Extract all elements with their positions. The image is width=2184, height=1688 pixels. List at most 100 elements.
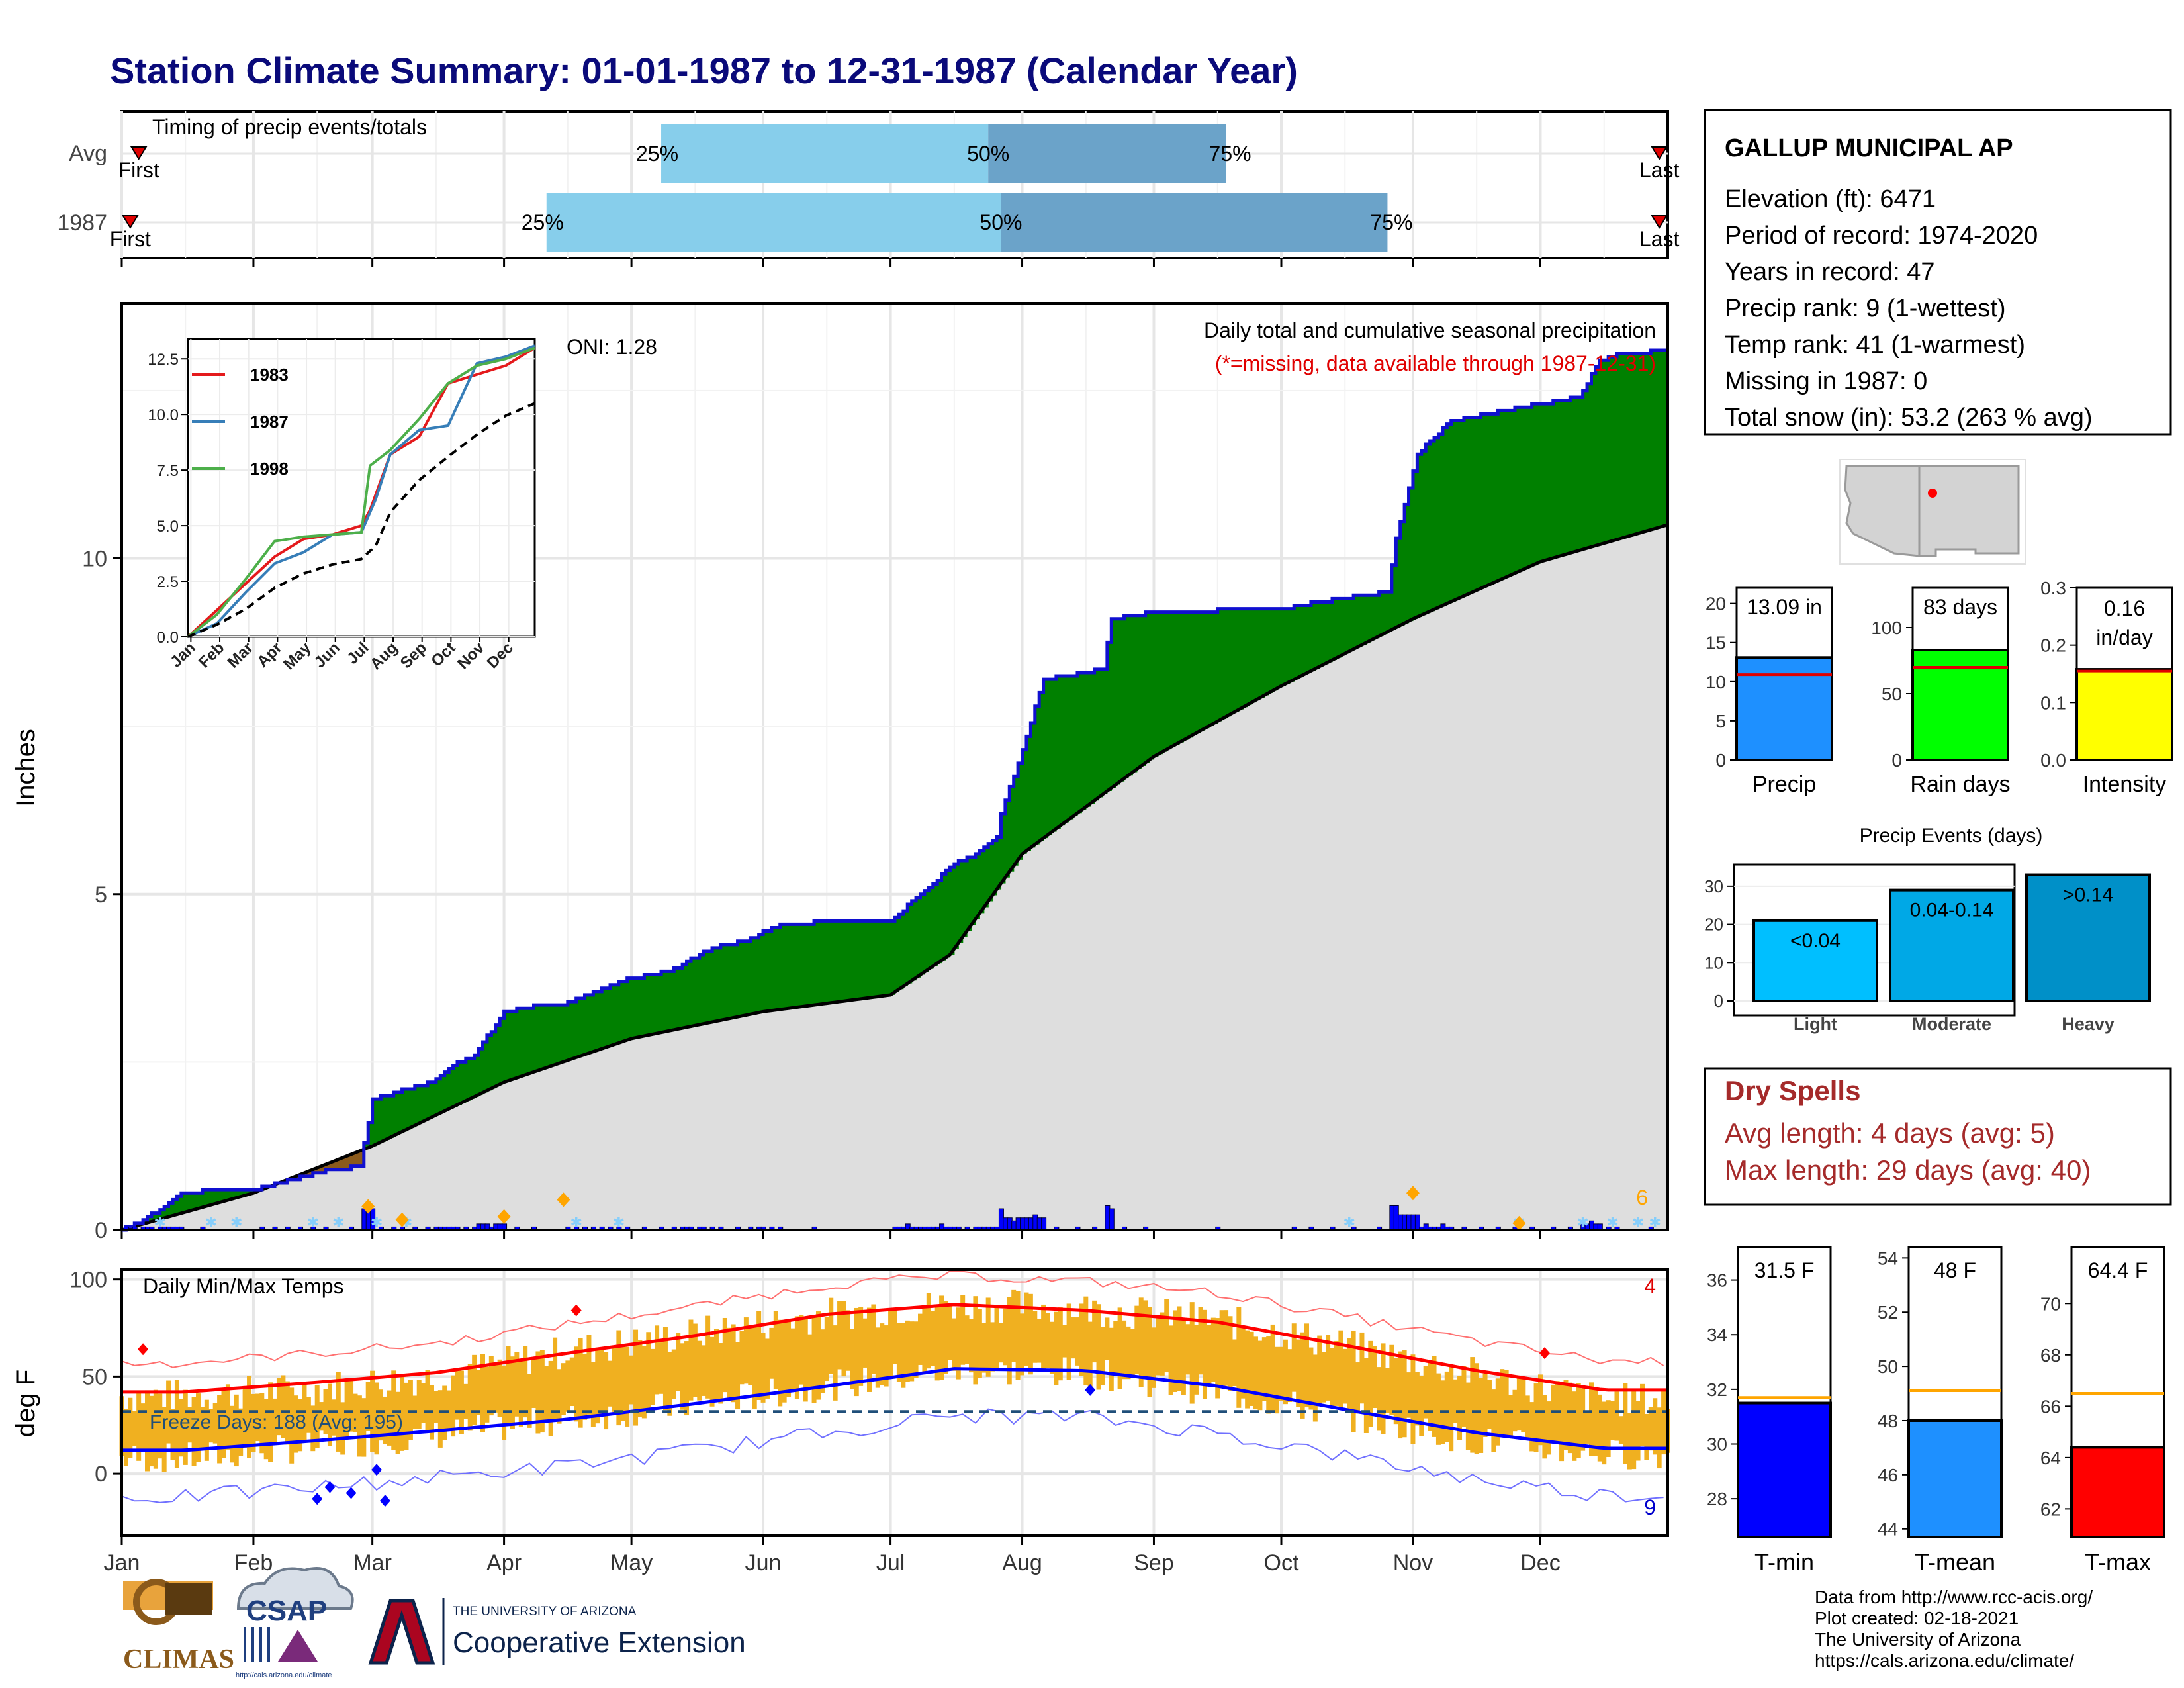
new-mexico-shape: [1918, 465, 2020, 557]
daily-temp-range-bar: [370, 1370, 375, 1452]
summary-bar-tick-label: 100: [1871, 618, 1902, 638]
station-elevation: Elevation (ft): 6471: [1725, 185, 1936, 213]
daily-temp-range-bar: [850, 1329, 855, 1389]
daily-temp-range-bar: [743, 1317, 749, 1384]
climas-logo-block: [165, 1583, 212, 1615]
daily-temp-range-bar: [756, 1311, 762, 1400]
daily-temp-range-bar: [272, 1398, 277, 1442]
daily-temp-range-bar: [1240, 1326, 1246, 1399]
daily-temp-range-bar: [1308, 1347, 1314, 1410]
daily-temp-range-bar: [484, 1366, 490, 1423]
daily-temp-range-bar: [1330, 1348, 1335, 1409]
snow-amount-marker: [557, 1192, 570, 1207]
daily-temp-range-bar: [854, 1307, 859, 1397]
event-bar: [1889, 888, 2015, 1002]
daily-temp-range-bar: [794, 1316, 799, 1399]
daily-temp-range-bar: [196, 1393, 201, 1462]
daily-temp-range-bar: [1134, 1305, 1140, 1374]
snow-amount-marker: [1512, 1215, 1526, 1231]
daily-temp-range-bar: [1232, 1339, 1237, 1387]
daily-temp-range-bar: [1291, 1323, 1297, 1392]
daily-temp-range-bar: [1372, 1346, 1377, 1409]
normal-max-line: [122, 1303, 1668, 1394]
daily-temp-range-bar: [208, 1409, 214, 1443]
daily-temp-range-bar: [1368, 1340, 1373, 1427]
station-location-marker: [1928, 489, 1937, 498]
daily-temp-range-bar: [544, 1366, 549, 1421]
summary-bar-tick-label: 20: [1706, 594, 1726, 614]
daily-temp-range-bar: [1105, 1317, 1110, 1360]
daily-temp-range-bar: [408, 1380, 413, 1440]
event-bar: [1752, 919, 1878, 1003]
daily-temp-range-bar: [1245, 1330, 1250, 1409]
daily-temp-range-bar: [437, 1390, 443, 1448]
month-tick-label: Sep: [1134, 1550, 1174, 1575]
daily-temp-range-bar: [1635, 1401, 1641, 1461]
daily-temp-range-bar: [646, 1332, 651, 1410]
page-title: Station Climate Summary: 01-01-1987 to 1…: [110, 50, 1298, 91]
daily-temp-range-bar: [1580, 1388, 1586, 1451]
dry-spells-box: Dry Spells Avg length: 4 days (avg: 5) M…: [1704, 1067, 2172, 1206]
daily-temp-range-bar: [1623, 1383, 1628, 1464]
daily-temp-range-bar: [922, 1308, 927, 1374]
daily-temp-range-bar: [769, 1327, 774, 1379]
month-tick-label: May: [610, 1550, 653, 1575]
first-event-marker: [122, 215, 139, 229]
daily-temp-range-bar: [1194, 1325, 1199, 1395]
daily-temp-range-bar: [1377, 1367, 1382, 1431]
temp-panel: 0 50 100 Jan Feb Mar Apr May Jun Jul Aug Sep Oct Nov…: [11, 1268, 1670, 1575]
temperature-summary-bars: 28 30 32 34 36 31.5 F T-min 44 46 48 50 52 54 48 F T-m…: [1707, 1246, 2165, 1575]
daily-temp-range-bar: [225, 1384, 230, 1450]
summary-bar-tick-label: 15: [1706, 633, 1726, 653]
inset-y-tick-label: 7.5: [157, 462, 179, 480]
temp-summary-tick-label: 54: [1878, 1248, 1898, 1268]
daily-temp-range-bar: [187, 1407, 193, 1443]
daily-temp-range-bar: [913, 1321, 919, 1378]
temp-summary-value: 48 F: [1934, 1258, 1976, 1282]
daily-temp-range-bar: [1032, 1311, 1038, 1363]
daily-temp-range-bar: [204, 1399, 209, 1461]
daily-temp-range-bar: [145, 1390, 150, 1472]
inset-frame: [187, 338, 536, 638]
daily-temp-range-bar: [1389, 1344, 1394, 1415]
snow-day-glyph: ✱: [154, 1214, 166, 1231]
event-category-label: Heavy: [2062, 1014, 2115, 1034]
daily-temp-range-bar: [1432, 1356, 1437, 1437]
daily-temp-range-bar: [1321, 1352, 1326, 1403]
temp-summary-tick-label: 66: [2040, 1396, 2061, 1417]
daily-temp-range-bar: [332, 1399, 337, 1436]
daily-temp-range-bar: [1317, 1335, 1322, 1406]
daily-temp-range-bar: [289, 1387, 295, 1464]
daily-temp-range-bar: [1644, 1413, 1649, 1460]
daily-temp-range-bar: [676, 1333, 681, 1391]
daily-temp-range-bar: [905, 1320, 910, 1382]
daily-temp-range-bar: [161, 1407, 167, 1472]
ua-logo: THE UNIVERSITY OF ARIZONA Cooperative Ex…: [368, 1598, 746, 1665]
daily-temp-range-bar: [1428, 1362, 1433, 1431]
daily-temp-range-bar: [1160, 1312, 1165, 1376]
daily-temp-range-bar: [1444, 1371, 1449, 1442]
daily-temp-range-bar: [888, 1309, 893, 1378]
daily-temp-range-bar: [1224, 1310, 1229, 1386]
dry-spells-frame: [1704, 1067, 2172, 1206]
precip-frame: [120, 302, 1669, 1231]
daily-temp-range-bar: [349, 1379, 354, 1432]
daily-temp-range-bar: [994, 1307, 999, 1370]
temp-summary-tick-label: 34: [1707, 1325, 1727, 1345]
inset-y-tick-label: 2.5: [157, 573, 179, 591]
record-low-marker: [324, 1481, 336, 1493]
daily-temp-range-bar: [212, 1403, 218, 1444]
daily-temp-range-bar: [981, 1323, 987, 1373]
daily-temp-range-bar: [404, 1382, 409, 1450]
daily-temp-range-bar: [1113, 1321, 1118, 1376]
daily-temp-range-bar: [1342, 1348, 1347, 1404]
daily-temp-range-bar: [1011, 1289, 1017, 1362]
daily-temp-range-bar: [378, 1389, 383, 1441]
timing-p50-label: 50%: [979, 211, 1022, 234]
daily-temp-range-bar: [502, 1365, 507, 1440]
daily-temp-range-bar: [760, 1333, 766, 1403]
snow-day-glyph: ✱: [1649, 1214, 1661, 1231]
daily-temp-range-bar: [1045, 1313, 1050, 1368]
daily-temp-range-bar: [242, 1385, 248, 1448]
